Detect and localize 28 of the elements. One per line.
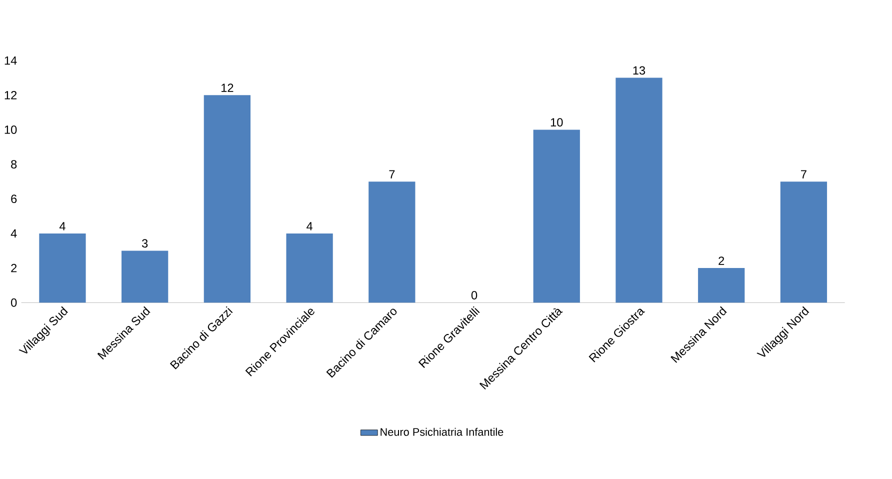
data-label: 10	[550, 118, 563, 126]
y-tick-label: 10	[4, 125, 17, 134]
bar	[698, 268, 745, 302]
bar	[286, 233, 333, 302]
data-label: 3	[142, 239, 148, 248]
y-tick-label: 4	[10, 229, 17, 238]
bar	[780, 181, 828, 302]
data-label: 0	[471, 290, 478, 300]
bar	[39, 233, 86, 302]
bar	[616, 78, 662, 302]
bar	[533, 130, 580, 302]
data-label: 13	[633, 66, 646, 74]
y-tick-label: 8	[11, 160, 17, 168]
y-tick-label: 0	[11, 298, 17, 307]
data-label: 12	[222, 84, 234, 92]
legend-label: Neuro Psichiatria Infantile	[380, 428, 504, 436]
bar	[122, 250, 168, 302]
data-label: 7	[389, 170, 395, 178]
bar	[204, 94, 251, 302]
data-label: 7	[801, 170, 806, 178]
bar	[368, 181, 416, 302]
y-tick-label: 2	[11, 264, 17, 272]
data-label: 4	[306, 222, 313, 230]
data-label: 2	[718, 256, 724, 265]
y-tick-label: 12	[4, 90, 17, 100]
data-label: 4	[59, 222, 66, 230]
y-tick-label: 14	[4, 56, 17, 64]
y-tick-label: 6	[11, 194, 17, 203]
